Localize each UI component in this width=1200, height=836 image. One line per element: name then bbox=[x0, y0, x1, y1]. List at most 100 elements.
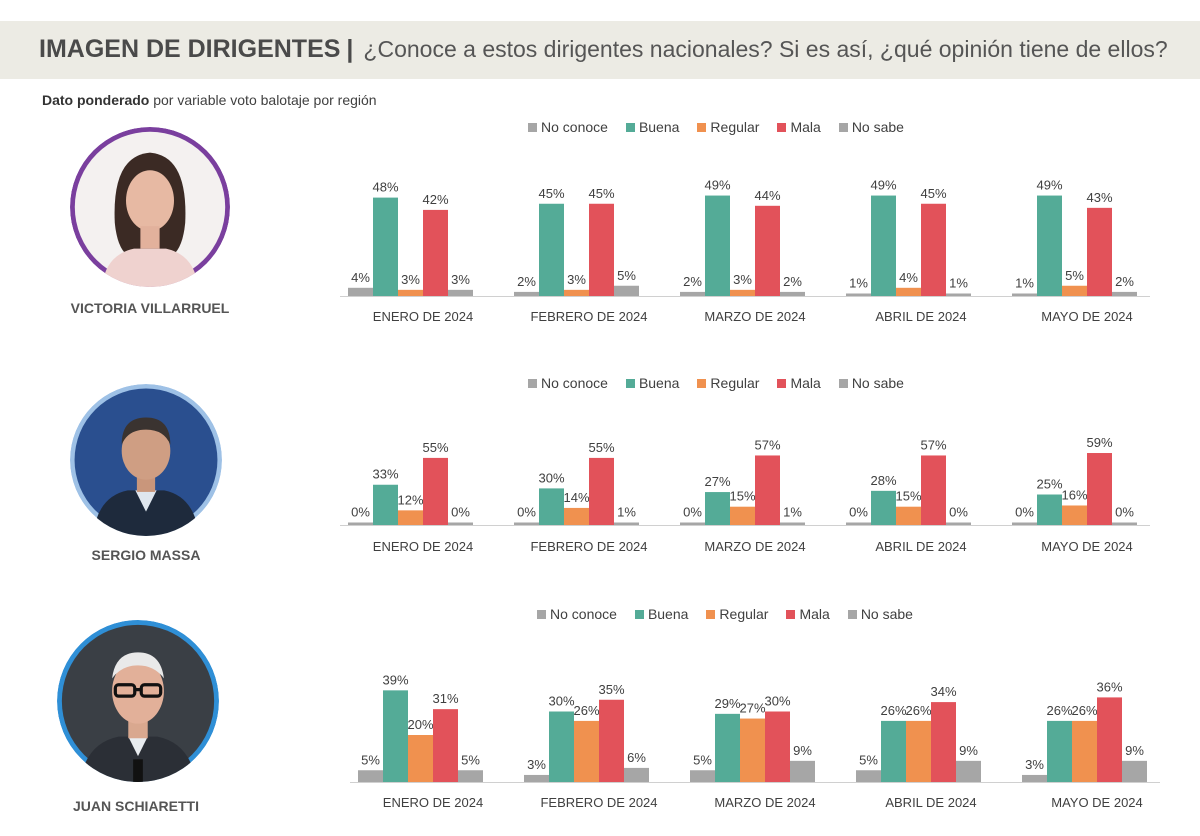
bar-massa-no-conoce bbox=[680, 522, 705, 525]
legend-item-no-sabe: No sabe bbox=[847, 606, 913, 622]
legend-label: No conoce bbox=[550, 606, 617, 622]
data-label: 57% bbox=[754, 437, 780, 452]
data-label: 14% bbox=[563, 490, 589, 505]
data-label: 9% bbox=[959, 743, 978, 758]
bar-schiaretti-mala bbox=[765, 711, 790, 782]
bar-massa-regular bbox=[398, 510, 423, 525]
data-label: 5% bbox=[693, 752, 712, 767]
bar-schiaretti-no-sabe bbox=[956, 760, 981, 782]
category-label: FEBRERO DE 2024 bbox=[530, 309, 647, 324]
data-label: 0% bbox=[517, 505, 536, 520]
bar-schiaretti-buena bbox=[383, 690, 408, 782]
data-label: 3% bbox=[527, 757, 546, 772]
legend-label: Regular bbox=[710, 119, 760, 135]
bar-villarruel-mala bbox=[589, 203, 614, 296]
data-label: 5% bbox=[461, 752, 480, 767]
bar-villarruel-regular bbox=[896, 287, 921, 296]
data-label: 0% bbox=[1115, 505, 1134, 520]
data-label: 9% bbox=[793, 743, 812, 758]
bar-villarruel-regular bbox=[1062, 285, 1087, 296]
legend-swatch bbox=[625, 122, 635, 132]
data-label: 49% bbox=[1036, 178, 1062, 193]
bar-villarruel-regular bbox=[564, 289, 589, 296]
data-label: 3% bbox=[401, 272, 420, 287]
data-label: 36% bbox=[1096, 679, 1122, 694]
data-label: 57% bbox=[920, 437, 946, 452]
legend-swatch bbox=[706, 609, 716, 619]
data-label: 1% bbox=[1015, 276, 1034, 291]
bar-schiaretti-buena bbox=[881, 720, 906, 782]
bar-schiaretti-no-sabe bbox=[624, 767, 649, 782]
portrait-massa-image bbox=[70, 384, 222, 536]
data-label: 39% bbox=[382, 672, 408, 687]
data-label: 55% bbox=[422, 440, 448, 455]
data-label: 45% bbox=[538, 186, 564, 201]
data-label: 1% bbox=[617, 505, 636, 520]
bar-schiaretti-regular bbox=[1072, 720, 1097, 782]
subtitle-bold: Dato ponderado bbox=[42, 92, 150, 108]
data-label: 1% bbox=[849, 276, 868, 291]
bar-schiaretti-regular bbox=[906, 720, 931, 782]
data-label: 27% bbox=[739, 701, 765, 716]
bar-massa-buena bbox=[373, 484, 398, 525]
title-main: IMAGEN DE DIRIGENTES bbox=[39, 35, 341, 63]
legend-item-no-conoce: No conoce bbox=[528, 119, 608, 135]
data-label: 0% bbox=[451, 505, 470, 520]
portrait-villarruel bbox=[70, 127, 230, 287]
portrait-schiaretti bbox=[57, 620, 219, 782]
category-label: FEBRERO DE 2024 bbox=[530, 539, 647, 554]
legend-schiaretti: No conoce Buena Regular Mala No sabe bbox=[537, 606, 913, 622]
category-label: ABRIL DE 2024 bbox=[875, 539, 966, 554]
category-label: MARZO DE 2024 bbox=[704, 539, 805, 554]
bar-villarruel-no-conoce bbox=[1012, 293, 1037, 296]
bar-massa-no-conoce bbox=[514, 522, 539, 525]
legend-item-no-sabe: No sabe bbox=[838, 375, 904, 391]
bar-massa-mala bbox=[755, 455, 780, 525]
legend-item-no-conoce: No conoce bbox=[528, 375, 608, 391]
data-label: 25% bbox=[1036, 477, 1062, 492]
data-label: 15% bbox=[729, 489, 755, 504]
data-label: 9% bbox=[1125, 743, 1144, 758]
legend-label: No conoce bbox=[541, 375, 608, 391]
legend-label: No sabe bbox=[860, 606, 913, 622]
data-label: 45% bbox=[920, 186, 946, 201]
page-header: IMAGEN DE DIRIGENTES | ¿Conoce a estos dir… bbox=[0, 21, 1200, 79]
bar-massa-regular bbox=[730, 506, 755, 525]
title-separator: | bbox=[346, 35, 354, 63]
category-label: MAYO DE 2024 bbox=[1041, 539, 1133, 554]
legend-label: Buena bbox=[638, 119, 680, 135]
category-label: ENERO DE 2024 bbox=[383, 795, 483, 810]
data-label: 5% bbox=[859, 752, 878, 767]
chart-massa: 0% 33% 12% 55% 0% ENERO DE 2024 0% 30% 14% 55% 1% F… bbox=[320, 420, 1160, 560]
legend-swatch bbox=[625, 378, 635, 388]
bar-schiaretti-no-sabe bbox=[458, 770, 483, 782]
bar-massa-no-sabe bbox=[448, 522, 473, 525]
bar-villarruel-mala bbox=[921, 203, 946, 296]
bar-villarruel-no-sabe bbox=[1112, 291, 1137, 296]
data-label: 49% bbox=[704, 178, 730, 193]
legend-label: No sabe bbox=[851, 119, 904, 135]
data-label: 15% bbox=[895, 489, 921, 504]
legend-swatch bbox=[777, 122, 787, 132]
bar-massa-buena bbox=[539, 488, 564, 525]
bar-schiaretti-mala bbox=[931, 702, 956, 782]
legend-item-mala: Mala bbox=[786, 606, 830, 622]
bar-schiaretti-no-conoce bbox=[524, 774, 549, 782]
data-label: 26% bbox=[1071, 703, 1097, 718]
bar-villarruel-no-sabe bbox=[780, 291, 805, 296]
title-question: ¿Conoce a estos dirigentes nacionales? S… bbox=[363, 36, 1168, 62]
bar-massa-regular bbox=[1062, 505, 1087, 525]
data-label: 5% bbox=[617, 268, 636, 283]
legend-label: Mala bbox=[790, 375, 821, 391]
data-label: 59% bbox=[1086, 435, 1112, 450]
legend-swatch bbox=[528, 122, 537, 132]
data-label: 33% bbox=[372, 467, 398, 482]
legend-item-buena: Buena bbox=[634, 606, 688, 622]
legend-swatch bbox=[838, 378, 848, 388]
bar-villarruel-buena bbox=[539, 203, 564, 296]
data-label: 3% bbox=[451, 272, 470, 287]
data-label: 42% bbox=[422, 192, 448, 207]
chart-schiaretti: 5% 39% 20% 31% 5% ENERO DE 2024 3% 30% 26% 35% 6% F… bbox=[320, 655, 1180, 815]
data-label: 2% bbox=[783, 274, 802, 289]
data-label: 26% bbox=[573, 703, 599, 718]
